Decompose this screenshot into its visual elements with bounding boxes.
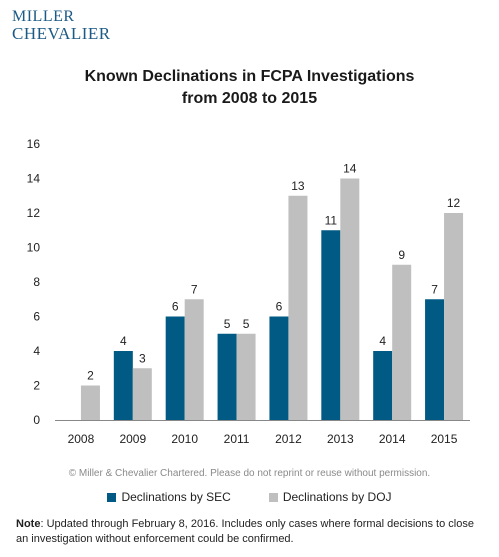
x-tick-label: 2014 bbox=[379, 432, 406, 446]
logo: MILLER CHEVALIER bbox=[12, 8, 111, 42]
y-tick-label: 14 bbox=[27, 172, 41, 186]
bar-sec bbox=[269, 316, 289, 420]
x-tick-label: 2011 bbox=[224, 432, 250, 446]
footnote: Note: Updated through February 8, 2016. … bbox=[16, 517, 486, 547]
bar-sec bbox=[113, 351, 133, 420]
bar-doj bbox=[340, 178, 360, 420]
data-label-doj: 12 bbox=[447, 196, 461, 210]
bar-sec bbox=[373, 351, 393, 420]
y-tick-label: 10 bbox=[27, 241, 41, 255]
bar-doj bbox=[236, 333, 256, 420]
copyright-notice: © Miller & Chevalier Chartered. Please d… bbox=[68, 468, 431, 479]
y-tick-label: 0 bbox=[33, 413, 40, 427]
legend-swatch-sec bbox=[107, 492, 117, 502]
legend-swatch-doj bbox=[268, 492, 278, 502]
bar-doj bbox=[392, 264, 412, 420]
y-tick-label: 16 bbox=[27, 137, 41, 151]
chart-title-line-2: from 2008 to 2015 bbox=[181, 90, 318, 107]
x-tick-label: 2012 bbox=[275, 432, 302, 446]
x-tick-label: 2015 bbox=[431, 432, 458, 446]
data-label-sec: 7 bbox=[431, 282, 438, 296]
legend-label-doj: Declinations by DOJ bbox=[282, 490, 392, 504]
y-tick-label: 2 bbox=[33, 379, 40, 393]
y-tick-label: 6 bbox=[33, 310, 40, 324]
y-tick-label: 4 bbox=[33, 344, 40, 358]
data-label-doj: 2 bbox=[87, 369, 94, 383]
bar-doj bbox=[288, 195, 308, 420]
data-label-doj: 9 bbox=[398, 248, 405, 262]
legend-item-doj: Declinations by DOJ bbox=[268, 490, 392, 504]
bar-sec bbox=[425, 299, 445, 420]
logo-line-1: MILLER bbox=[12, 8, 75, 25]
bar-sec bbox=[321, 230, 341, 420]
bar-doj bbox=[132, 368, 152, 420]
data-label-sec: 11 bbox=[325, 213, 338, 227]
chart-title: Known Declinations in FCPA Investigation… bbox=[0, 66, 499, 110]
bar-doj bbox=[444, 213, 464, 420]
y-tick-label: 12 bbox=[27, 206, 41, 220]
bar-doj bbox=[80, 385, 100, 420]
legend-item-sec: Declinations by SEC bbox=[107, 490, 231, 504]
data-label-sec: 6 bbox=[172, 300, 179, 314]
legend-label-sec: Declinations by SEC bbox=[121, 490, 231, 504]
data-label-sec: 5 bbox=[224, 317, 231, 331]
x-tick-label: 2009 bbox=[119, 432, 146, 446]
x-tick-label: 2008 bbox=[68, 432, 95, 446]
y-tick-label: 8 bbox=[33, 275, 40, 289]
chart-title-line-1: Known Declinations in FCPA Investigation… bbox=[84, 68, 415, 85]
bar-doj bbox=[184, 299, 204, 420]
data-label-sec: 4 bbox=[379, 334, 386, 348]
data-label-sec: 6 bbox=[276, 300, 283, 314]
footnote-label: Note bbox=[16, 518, 41, 530]
data-label-doj: 3 bbox=[139, 351, 146, 365]
x-tick-label: 2013 bbox=[327, 432, 354, 446]
bar-sec bbox=[165, 316, 185, 420]
data-label-doj: 7 bbox=[191, 282, 198, 296]
data-label-doj: 5 bbox=[243, 317, 250, 331]
data-label-sec: 4 bbox=[120, 334, 127, 348]
chart-legend: Declinations by SEC Declinations by DOJ bbox=[0, 490, 499, 504]
footnote-text: : Updated through February 8, 2016. Incl… bbox=[16, 518, 474, 545]
x-tick-label: 2010 bbox=[171, 432, 198, 446]
logo-line-2: CHEVALIER bbox=[12, 24, 111, 43]
bar-sec bbox=[217, 333, 237, 420]
data-label-doj: 13 bbox=[291, 179, 305, 193]
data-label-doj: 14 bbox=[343, 162, 357, 176]
